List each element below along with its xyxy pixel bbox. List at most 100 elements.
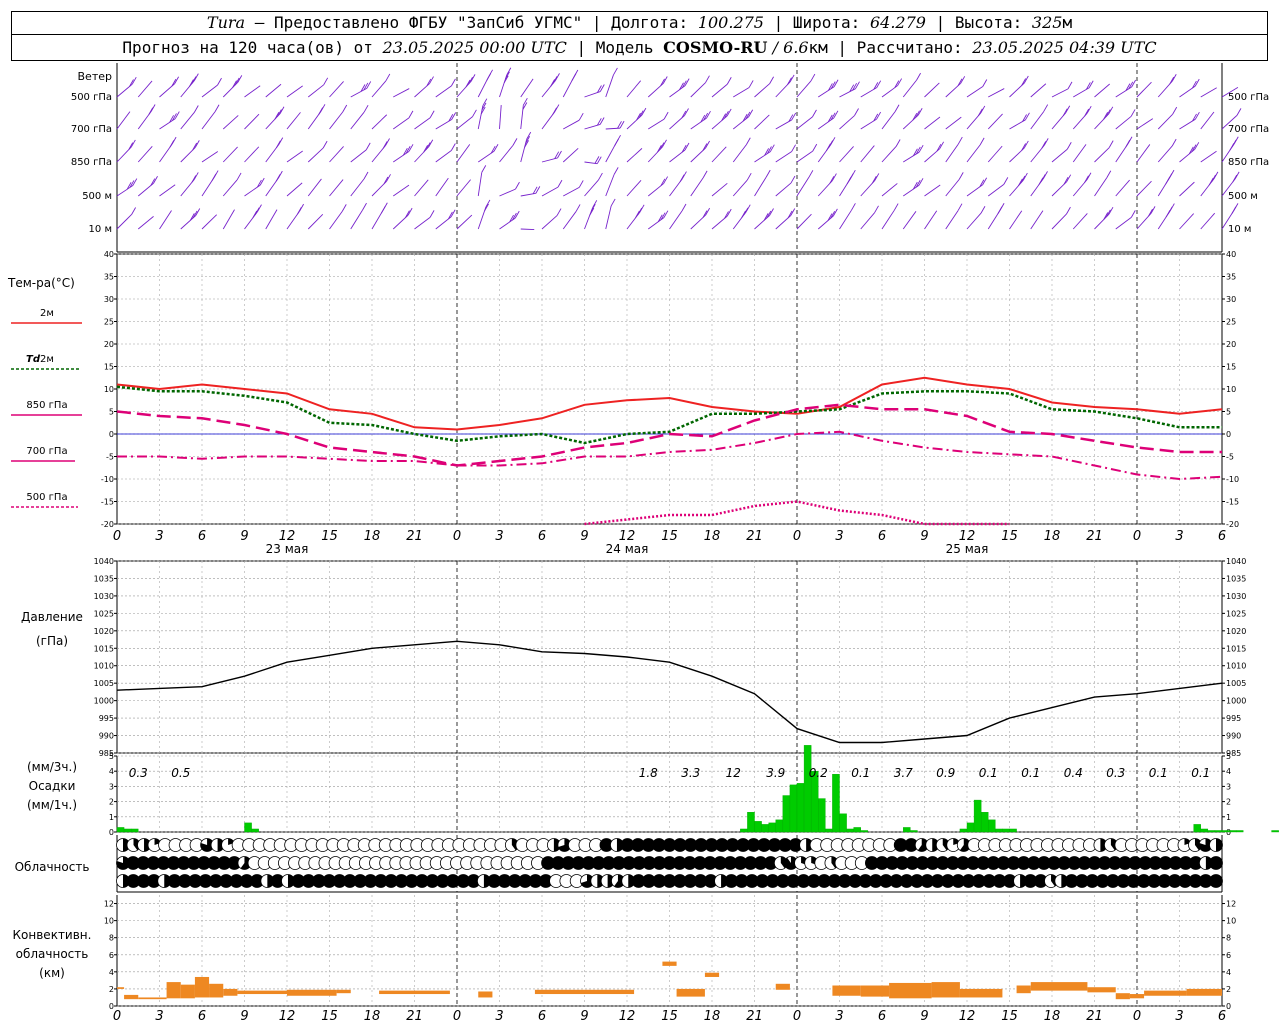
wind-barb — [499, 105, 502, 130]
wind-barb-feather — [1003, 177, 1009, 185]
cloud-symbol-fill — [374, 874, 388, 888]
wind-barb-feather — [826, 143, 831, 151]
wind-barb — [393, 88, 410, 98]
conv-bar — [478, 991, 493, 998]
temp-tick-label: 35 — [1226, 273, 1236, 282]
conv-tick-label: 0 — [1226, 1002, 1231, 1011]
cloud-symbol-fill — [894, 838, 908, 852]
wind-barb-feather — [514, 210, 520, 219]
wind-barb — [881, 183, 898, 197]
cloud-symbol-fill — [1088, 856, 1102, 870]
temp-x-tick-label: 0 — [1133, 529, 1141, 544]
wind-barb — [796, 150, 813, 163]
wind-barb — [499, 188, 516, 197]
precip-tick-label: 1 — [109, 813, 114, 822]
precip-3h-label: 3.7 — [894, 766, 913, 780]
cloud-symbol-fill — [551, 856, 565, 870]
wind-barb-feather — [363, 82, 369, 91]
cloud-symbol-fill — [1209, 856, 1223, 870]
wind-barb-feather — [522, 97, 528, 106]
cloud-symbol-fill — [959, 838, 971, 852]
wind-barb-feather — [486, 73, 492, 81]
temp-x-tick-label: 9 — [580, 529, 588, 544]
wind-barb-feather — [1172, 106, 1178, 115]
wind-barb-feather — [726, 77, 732, 85]
conv-label-1: Конвективн. — [13, 928, 92, 942]
conv-x-tick-label: 21 — [746, 1009, 763, 1024]
conv-x-tick-label: 18 — [1044, 1009, 1061, 1024]
wind-barb-feather — [150, 178, 156, 186]
wind-barb-feather — [746, 172, 752, 181]
wind-barb — [754, 114, 770, 130]
wind-barb-feather — [277, 109, 282, 117]
wind-barb-feather — [1231, 206, 1237, 214]
wind-barb-feather — [575, 204, 581, 212]
wind-barb-feather — [827, 213, 833, 221]
wind-barb-feather — [554, 151, 560, 159]
wind-barb-feather — [614, 138, 620, 146]
wind-barb-feather — [1150, 206, 1156, 214]
cloud-symbol-fill — [1116, 874, 1130, 888]
wind-barb-feather — [189, 79, 194, 87]
wind-barb-feather — [765, 169, 771, 178]
wind-barb-feather — [555, 73, 560, 81]
cloud-symbol-fill — [641, 838, 655, 852]
wind-barb-feather — [552, 107, 557, 115]
wind-barb-feather — [764, 148, 770, 156]
wind-barb — [329, 146, 344, 163]
wind-barb-feather — [660, 212, 666, 220]
precip-bar — [910, 830, 918, 833]
wind-barb-feather — [323, 77, 329, 86]
wind-barb-feather — [832, 173, 837, 181]
conv-x-tick-label: 3 — [155, 1009, 163, 1024]
cloud-symbol-fill — [694, 838, 708, 852]
conv-bar — [1030, 982, 1088, 991]
wind-barb-feather — [232, 80, 237, 88]
cloud-symbol-fill — [1034, 874, 1048, 888]
wind-barb-feather — [636, 112, 641, 121]
cloud-symbol-fill — [1027, 856, 1041, 870]
wind-barb-feather — [829, 176, 835, 184]
cloud-symbol-fill — [652, 874, 666, 888]
wind-barb — [711, 83, 728, 98]
pressure-tick-label: 1010 — [1226, 662, 1246, 671]
cloud-symbol-fill — [467, 874, 481, 888]
precip-bar — [1002, 828, 1010, 833]
precip-bar — [1228, 830, 1237, 833]
wind-barb — [159, 210, 172, 230]
cloud-symbol-fill — [363, 874, 377, 888]
wind-barb — [626, 148, 643, 163]
cloud-symbol-fill — [1057, 856, 1071, 870]
wind-barb — [945, 179, 960, 197]
cloud-symbol-fill — [271, 874, 285, 888]
wind-barb-feather — [791, 112, 797, 121]
cloud-symbol-fill — [614, 874, 625, 888]
wind-barb — [860, 212, 875, 230]
cloud-symbol-fill — [910, 874, 924, 888]
wind-barb-feather — [525, 136, 531, 144]
legend-t700: 700 гПа — [26, 446, 67, 457]
conv-bar — [704, 972, 720, 977]
wind-barb-feather — [681, 144, 687, 153]
wind-barb — [648, 118, 665, 130]
wind-barb — [159, 184, 176, 197]
cloud-symbol-fill — [642, 856, 656, 870]
wind-barb-feather — [407, 207, 413, 216]
wind-barb-feather — [939, 141, 945, 150]
wind-barb-feather — [1165, 176, 1171, 185]
wind-barb — [732, 144, 747, 163]
wind-barb-feather — [552, 76, 558, 84]
wind-barb-feather — [193, 105, 199, 113]
wind-barb-feather — [1128, 81, 1134, 90]
wind-barb-feather — [852, 82, 858, 91]
temp-x-tick-label: 12 — [959, 529, 976, 544]
temp-x-tick-label: 6 — [538, 529, 546, 544]
cloud-symbol-fill — [582, 856, 596, 870]
conv-tick-label: 4 — [1226, 968, 1231, 977]
temp-tick-label: -20 — [101, 520, 114, 529]
model-resolution: / 6.6 — [767, 38, 809, 57]
cloud-symbol-fill — [1037, 856, 1051, 870]
temp-x-tick-label: 9 — [240, 529, 248, 544]
precip-bar — [116, 827, 125, 833]
temp-x-tick-label: 18 — [1044, 529, 1061, 544]
